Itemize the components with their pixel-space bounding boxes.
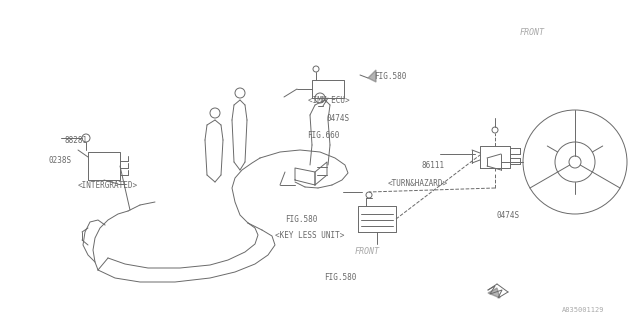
Text: <IMM ECU>: <IMM ECU> — [308, 95, 350, 105]
Text: 0474S: 0474S — [496, 211, 519, 220]
Text: <INTERGRATED>: <INTERGRATED> — [78, 180, 138, 189]
Text: 0474S: 0474S — [327, 114, 350, 123]
Text: 0238S: 0238S — [49, 156, 72, 164]
Text: FIG.580: FIG.580 — [374, 71, 406, 81]
Text: 88281: 88281 — [65, 135, 88, 145]
Polygon shape — [488, 288, 500, 298]
Text: FIG.580: FIG.580 — [324, 273, 356, 282]
Text: FRONT: FRONT — [520, 28, 545, 36]
Text: A835001129: A835001129 — [561, 307, 604, 313]
Text: FIG.660: FIG.660 — [307, 131, 339, 140]
Polygon shape — [368, 70, 376, 82]
Text: FIG.580: FIG.580 — [285, 215, 317, 225]
Text: 86111: 86111 — [422, 161, 445, 170]
Text: <TURN&HAZARD>: <TURN&HAZARD> — [388, 179, 448, 188]
Text: <KEY LESS UNIT>: <KEY LESS UNIT> — [275, 230, 345, 239]
Text: FRONT: FRONT — [355, 247, 380, 257]
